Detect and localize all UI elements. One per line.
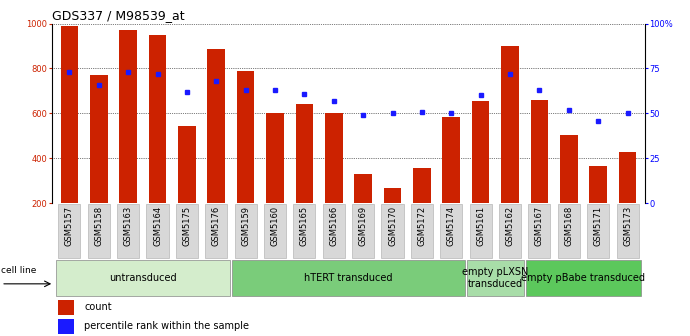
- Text: count: count: [84, 302, 112, 312]
- Text: GSM5158: GSM5158: [95, 206, 103, 246]
- FancyBboxPatch shape: [411, 204, 433, 258]
- FancyBboxPatch shape: [235, 204, 257, 258]
- Bar: [472, 101, 489, 203]
- Bar: [208, 49, 225, 203]
- Text: untransduced: untransduced: [109, 273, 177, 283]
- Bar: [58, 319, 75, 334]
- Text: cell line: cell line: [1, 266, 37, 275]
- Text: GSM5169: GSM5169: [359, 206, 368, 246]
- FancyBboxPatch shape: [176, 204, 198, 258]
- Text: GDS337 / M98539_at: GDS337 / M98539_at: [52, 9, 184, 23]
- FancyBboxPatch shape: [587, 204, 609, 258]
- FancyBboxPatch shape: [146, 204, 168, 258]
- Bar: [178, 126, 196, 203]
- Text: GSM5171: GSM5171: [593, 206, 602, 246]
- Bar: [589, 166, 607, 203]
- Text: GSM5163: GSM5163: [124, 206, 132, 246]
- FancyBboxPatch shape: [470, 204, 492, 258]
- Text: GSM5165: GSM5165: [300, 206, 309, 246]
- Text: GSM5161: GSM5161: [476, 206, 485, 246]
- Text: GSM5160: GSM5160: [270, 206, 279, 246]
- Bar: [148, 35, 166, 203]
- Bar: [501, 46, 519, 203]
- FancyBboxPatch shape: [117, 204, 139, 258]
- FancyBboxPatch shape: [293, 204, 315, 258]
- Bar: [119, 30, 137, 203]
- FancyBboxPatch shape: [382, 204, 404, 258]
- Bar: [442, 117, 460, 203]
- Bar: [325, 114, 342, 203]
- FancyBboxPatch shape: [467, 260, 524, 296]
- Bar: [90, 75, 108, 203]
- Bar: [560, 135, 578, 203]
- FancyBboxPatch shape: [88, 204, 110, 258]
- FancyBboxPatch shape: [264, 204, 286, 258]
- FancyBboxPatch shape: [526, 260, 641, 296]
- Bar: [413, 168, 431, 203]
- Bar: [355, 174, 372, 203]
- Text: GSM5173: GSM5173: [623, 206, 632, 246]
- Bar: [58, 300, 75, 315]
- Bar: [384, 187, 402, 203]
- FancyBboxPatch shape: [558, 204, 580, 258]
- Bar: [61, 26, 78, 203]
- Bar: [619, 152, 636, 203]
- FancyBboxPatch shape: [205, 204, 227, 258]
- Text: empty pBabe transduced: empty pBabe transduced: [522, 273, 645, 283]
- Bar: [237, 71, 255, 203]
- FancyBboxPatch shape: [440, 204, 462, 258]
- Text: GSM5172: GSM5172: [417, 206, 426, 246]
- Bar: [531, 100, 549, 203]
- Text: percentile rank within the sample: percentile rank within the sample: [84, 321, 249, 331]
- FancyBboxPatch shape: [352, 204, 374, 258]
- FancyBboxPatch shape: [616, 204, 638, 258]
- Text: GSM5168: GSM5168: [564, 206, 573, 246]
- Text: GSM5176: GSM5176: [212, 206, 221, 246]
- Bar: [266, 114, 284, 203]
- Text: GSM5174: GSM5174: [446, 206, 456, 246]
- Text: GSM5159: GSM5159: [241, 206, 250, 246]
- FancyBboxPatch shape: [529, 204, 551, 258]
- Text: GSM5157: GSM5157: [65, 206, 74, 246]
- Text: empty pLXSN
transduced: empty pLXSN transduced: [462, 267, 529, 289]
- Text: GSM5166: GSM5166: [329, 206, 338, 246]
- FancyBboxPatch shape: [56, 260, 230, 296]
- Text: GSM5162: GSM5162: [506, 206, 515, 246]
- Text: GSM5175: GSM5175: [182, 206, 191, 246]
- Text: GSM5164: GSM5164: [153, 206, 162, 246]
- FancyBboxPatch shape: [323, 204, 345, 258]
- Text: hTERT transduced: hTERT transduced: [304, 273, 393, 283]
- FancyBboxPatch shape: [232, 260, 465, 296]
- Bar: [295, 104, 313, 203]
- FancyBboxPatch shape: [499, 204, 521, 258]
- FancyBboxPatch shape: [59, 204, 81, 258]
- Text: GSM5170: GSM5170: [388, 206, 397, 246]
- Text: GSM5167: GSM5167: [535, 206, 544, 246]
